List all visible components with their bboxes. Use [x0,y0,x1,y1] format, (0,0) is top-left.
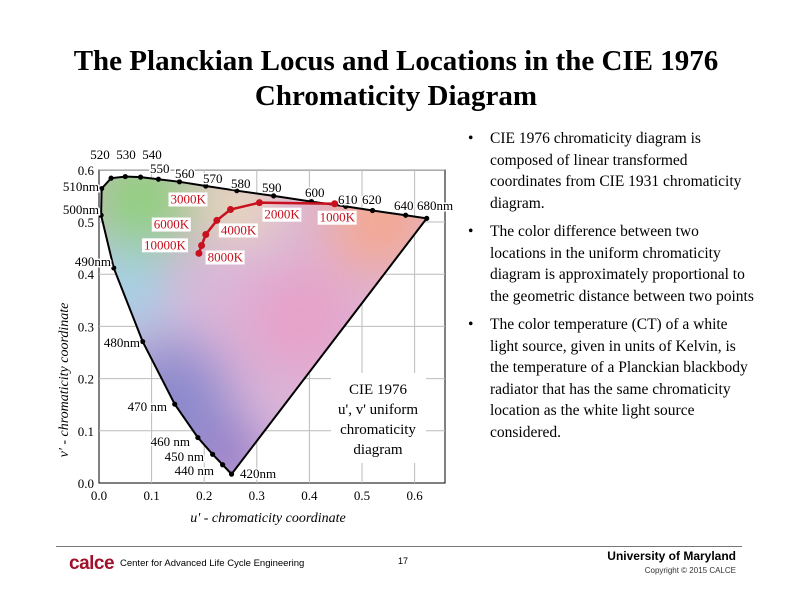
spectral-point [220,462,226,468]
bullet-list: CIE 1976 chromaticity diagram is compose… [466,128,756,450]
spectral-point [195,434,201,441]
temperature-label: 6000K [154,217,190,232]
planckian-point [255,199,263,207]
spectral-point [271,193,277,199]
wavelength-label: 550 [150,161,170,176]
wavelength-label: 540 [142,147,162,162]
wavelength-label: 450 nm [165,449,204,464]
wavelength-label: 620 [362,192,382,207]
x-tick-label: 0.5 [354,488,370,503]
bullet-item: The color temperature (CT) of a white li… [466,314,756,443]
bullet-item: CIE 1976 chromaticity diagram is compose… [466,128,756,214]
footer-divider [56,546,742,547]
wavelength-label: 610 [338,192,358,207]
wavelength-label: 580 [231,176,251,191]
spectral-point [172,401,178,407]
spectral-point [122,173,128,180]
wavelength-label: 530 [116,147,136,162]
spectral-point [403,212,409,218]
wavelength-label: 490nm [75,254,111,269]
x-tick-label: 0.3 [249,488,265,503]
x-tick-label: 0.2 [196,488,212,503]
temperature-label-bg [151,217,191,232]
planckian-point [202,231,210,239]
spectral-point [369,207,376,214]
spectral-point [228,471,235,477]
x-tick-label: 0.1 [143,488,159,503]
wavelength-label: 590 [262,180,282,195]
planckian-point [227,205,234,213]
inset-label-box [331,373,426,463]
y-tick-label: 0.0 [78,476,94,491]
temperature-label-bg [218,223,258,238]
spectral-point [424,215,430,221]
center-name: Center for Advanced Life Cycle Engineeri… [120,558,305,569]
planckian-point [331,200,339,208]
wavelength-label: 640 [394,198,414,213]
temperature-label: 2000K [264,207,300,222]
temperature-label-bg [262,207,302,222]
temperature-label: 10000K [144,237,187,252]
spectral-point [203,183,209,189]
temperature-label: 8000K [208,249,244,264]
inset-line: CIE 1976 [349,382,407,398]
spectral-point [210,451,216,457]
wavelength-label: 480nm [104,335,140,350]
spectral-point [176,179,183,185]
wavelength-label: 570 [203,171,223,186]
x-tick-label: 0.0 [91,488,107,503]
copyright: Copyright © 2015 CALCE [644,566,736,575]
temperature-label-bg [317,210,357,225]
spectral-point [111,265,117,271]
temperature-label: 4000K [221,222,257,237]
x-tick-label: 0.4 [301,488,318,503]
slide-title: The Planckian Locus and Locations in the… [73,45,719,112]
y-tick-label: 0.3 [78,319,94,334]
spectral-point [140,338,146,345]
spectral-point [108,175,114,181]
spectral-point [99,185,105,192]
x-axis-label: u' - chromaticity coordinate [190,511,346,526]
inset-line: chromaticity [340,422,416,438]
wavelength-label: 680nm [417,198,453,213]
wavelength-label: 600 [305,185,325,200]
inset-line: diagram [353,442,402,458]
wavelength-label: 510nm [63,179,99,194]
spectral-point [343,203,349,209]
planckian-point [195,249,203,257]
y-tick-label: 0.6 [78,163,95,178]
temperature-label: 1000K [320,210,356,225]
calce-logo: calce [69,553,115,574]
temperature-label-bg [205,250,245,265]
university-name: University of Maryland [607,549,736,563]
y-tick-label: 0.1 [78,424,94,439]
y-tick-label: 0.5 [78,215,94,230]
spectral-point [137,174,144,180]
temperature-label-bg [168,192,208,207]
wavelength-label: 500nm [63,202,99,217]
spectral-point [98,212,104,218]
inset-line: u', v' uniform [338,402,418,418]
temperature-label-bg [141,238,188,253]
x-tick-label: 0.6 [406,488,423,503]
y-tick-label: 0.2 [78,372,94,387]
wavelength-label: 420nm [240,466,276,481]
wavelength-label: 440 nm [175,463,214,478]
planckian-point [198,241,206,249]
temperature-label: 3000K [171,191,207,206]
page-number: 17 [398,556,409,566]
y-axis-label: v' - chromaticity coordinate [57,303,72,458]
spectral-point [234,188,240,194]
wavelength-label: 460 nm [151,434,190,449]
wavelength-label: 520 [90,147,110,162]
spectral-point [155,176,162,182]
wavelength-label: 470 nm [128,399,167,414]
planckian-point [213,216,221,224]
y-tick-label: 0.4 [78,267,95,282]
bullet-item: The color difference between two locatio… [466,221,756,307]
wavelength-label: 560 [175,166,195,181]
